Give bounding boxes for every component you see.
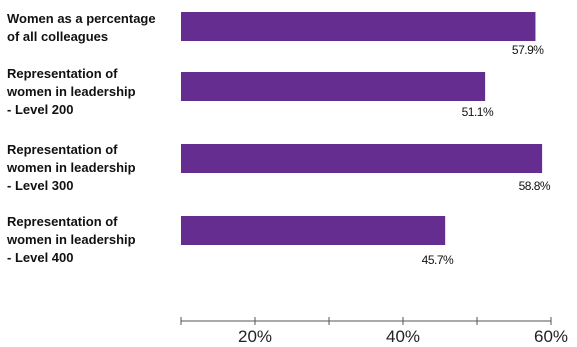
category-label-line: of all colleagues <box>7 29 109 44</box>
x-axis-tick-label: 60% <box>534 327 568 346</box>
value-label: 51.1% <box>462 105 494 119</box>
x-axis-tick-label: 40% <box>386 327 420 346</box>
value-label: 45.7% <box>422 253 454 267</box>
category-label-line: - Level 300 <box>7 178 74 193</box>
category-label: Representation of women in leadership - Le… <box>7 141 177 195</box>
value-label: 57.9% <box>512 43 544 57</box>
category-label: Representation of women in leadership - Le… <box>7 213 177 267</box>
category-label-line: women in leadership <box>7 84 136 99</box>
category-label-line: Representation of <box>7 214 118 229</box>
category-label-line: women in leadership <box>7 160 136 175</box>
bar <box>181 144 543 173</box>
category-label-line: Representation of <box>7 66 118 81</box>
bar <box>181 72 486 101</box>
category-label-line: Representation of <box>7 142 118 157</box>
category-label-line: Women as a percentage <box>7 11 156 26</box>
bar <box>181 12 536 41</box>
bar <box>181 216 446 245</box>
category-label: Women as a percentage of all colleagues <box>7 10 177 46</box>
category-label-line: - Level 400 <box>7 250 74 265</box>
category-label-line: women in leadership <box>7 232 136 247</box>
value-label: 58.8% <box>519 179 551 193</box>
category-label: Representation of women in leadership - Le… <box>7 65 177 119</box>
category-label-line: - Level 200 <box>7 102 74 117</box>
x-axis-tick-label: 20% <box>238 327 272 346</box>
